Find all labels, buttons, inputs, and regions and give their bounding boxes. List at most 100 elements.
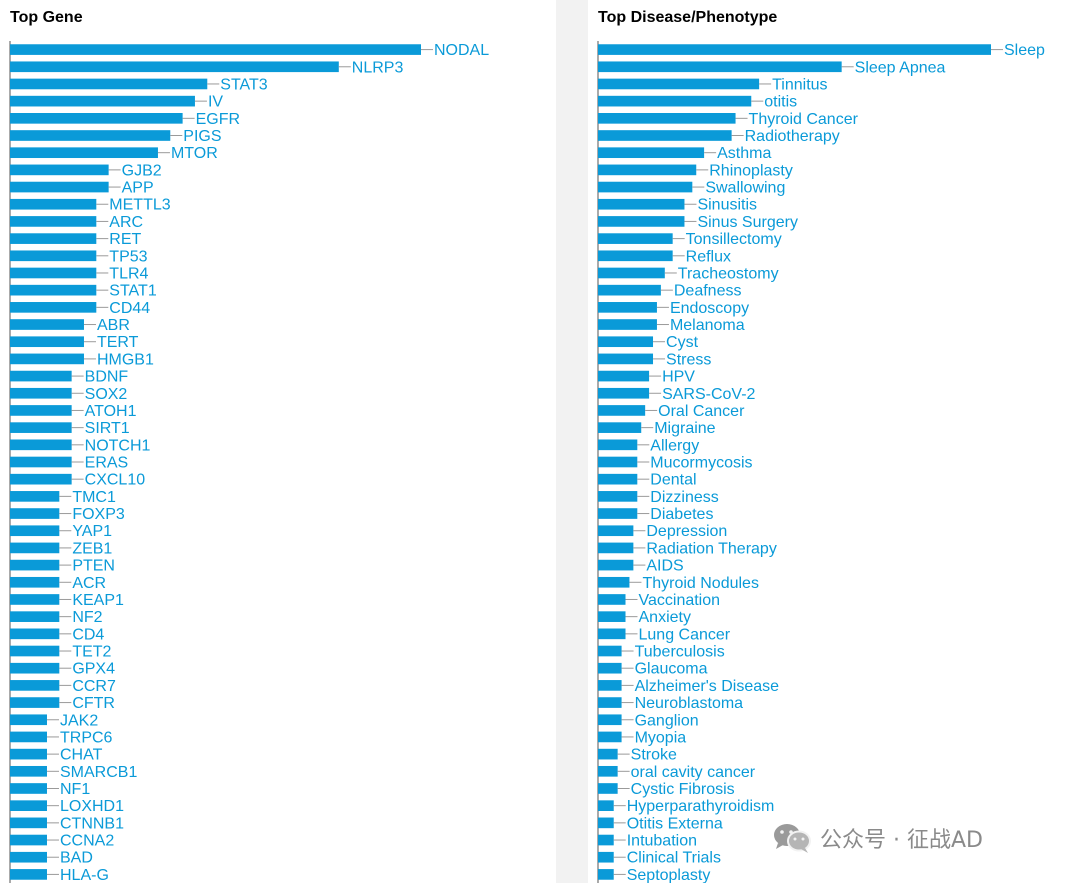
gene-bar (10, 559, 60, 571)
disease-bar (598, 714, 622, 726)
gene-category-label: HMGB1 (97, 351, 154, 368)
disease-category-label: Melanoma (670, 317, 745, 334)
gene-category-label: TLR4 (109, 265, 148, 282)
gene-category-label: MTOR (171, 145, 218, 162)
disease-bar (598, 628, 626, 640)
disease-category-label: Tinnitus (772, 76, 827, 93)
disease-chart-title: Top Disease/Phenotype (598, 9, 778, 26)
gene-category-label: STAT1 (109, 283, 157, 300)
gene-bar (10, 61, 339, 73)
disease-bar (598, 525, 634, 537)
disease-category-label: Myopia (635, 729, 687, 746)
disease-category-label: Otitis Externa (627, 815, 723, 832)
gene-bar (10, 267, 97, 279)
gene-category-label: CHAT (60, 747, 103, 764)
gene-category-label: TET2 (72, 644, 111, 661)
disease-category-label: Migraine (654, 420, 715, 437)
disease-category-label: Cystic Fibrosis (631, 781, 735, 798)
gene-bar (10, 422, 72, 433)
gene-bar (10, 783, 47, 794)
gene-bar (10, 250, 97, 262)
disease-bar (598, 559, 634, 571)
disease-bar (598, 405, 646, 416)
disease-category-label: Radiotherapy (745, 128, 840, 145)
gene-category-label: CCNA2 (60, 833, 114, 850)
gene-category-label: SOX2 (85, 386, 128, 403)
gene-bar (10, 95, 195, 107)
gene-category-label: EGFR (196, 111, 240, 128)
gene-bar (10, 44, 421, 55)
disease-bar (598, 95, 752, 107)
disease-category-label: SARS-CoV-2 (662, 386, 755, 403)
disease-bar (598, 61, 842, 73)
disease-category-label: Swallowing (705, 180, 785, 197)
gene-category-label: NODAL (434, 42, 489, 59)
gene-bar (10, 834, 47, 846)
gene-bar (10, 353, 84, 365)
gene-category-label: HLA-G (60, 867, 109, 883)
gene-category-label: CFTR (72, 695, 115, 712)
disease-bar (598, 302, 657, 313)
gene-bar (10, 542, 60, 554)
watermark-text: 公众号 · 征战AD (820, 828, 983, 853)
disease-bar (598, 439, 638, 451)
gene-bar (10, 662, 60, 674)
gene-chart-panel: Top Gene NODAL NLRP3 STAT3 IV EGFR PIGS MTOR GJ… (0, 0, 556, 883)
disease-category-label: AIDS (646, 558, 683, 575)
gene-category-label: ATOH1 (85, 403, 137, 420)
gene-bar (10, 765, 47, 777)
gene-category-label: ACR (72, 575, 106, 592)
gene-bar (10, 302, 97, 313)
disease-bar (598, 130, 732, 141)
gene-bar (10, 405, 72, 416)
gene-category-label: RET (109, 231, 141, 248)
gene-category-label: ERAS (85, 455, 129, 472)
gene-chart-title: Top Gene (10, 9, 83, 26)
gene-category-label: JAK2 (60, 712, 98, 729)
gene-bar (10, 198, 97, 210)
gene-bar (10, 628, 60, 640)
gene-bar (10, 508, 60, 519)
disease-category-label: Tracheostomy (678, 265, 779, 282)
gene-bar (10, 113, 183, 124)
gene-category-label: TP53 (109, 248, 147, 265)
disease-category-label: Sleep (1004, 42, 1045, 59)
gene-category-label: SMARCB1 (60, 764, 137, 781)
gene-bar (10, 78, 208, 90)
disease-category-label: Radiation Therapy (646, 540, 776, 557)
disease-chart-panel: Top Disease/Phenotype Sleep Sleep Apnea Ti… (588, 0, 1080, 883)
disease-bar (598, 44, 991, 55)
disease-bar (598, 869, 614, 880)
disease-category-label: Intubation (627, 833, 697, 850)
gene-category-label: NF1 (60, 781, 90, 798)
disease-category-label: Thyroid Nodules (642, 575, 759, 592)
gene-bar (10, 319, 84, 330)
disease-bar (598, 370, 650, 382)
disease-bar (598, 697, 622, 708)
disease-category-label: Septoplasty (627, 867, 711, 883)
gene-bar (10, 370, 72, 382)
disease-category-label: oral cavity cancer (631, 764, 756, 781)
disease-category-label: Tonsillectomy (686, 231, 782, 248)
gene-bar (10, 473, 72, 485)
wechat-icon (772, 822, 812, 854)
gene-bar (10, 680, 60, 691)
gene-bar (10, 817, 47, 829)
disease-category-label: HPV (662, 369, 695, 386)
disease-bar (598, 576, 630, 588)
disease-category-label: Ganglion (635, 712, 699, 729)
disease-category-label: Hyperparathyroidism (627, 798, 775, 815)
gene-bar (10, 233, 97, 244)
disease-category-label: Thyroid Cancer (749, 111, 859, 128)
disease-category-label: Rhinoplasty (709, 162, 793, 179)
gene-bar (10, 576, 60, 588)
gene-bar (10, 456, 72, 468)
disease-category-label: Sleep Apnea (855, 59, 946, 76)
disease-category-label: Dental (650, 472, 696, 489)
gene-category-label: CD44 (109, 300, 150, 317)
disease-category-label: Clinical Trials (627, 850, 721, 867)
gene-category-label: TMC1 (72, 489, 116, 506)
disease-category-label: Oral Cancer (658, 403, 745, 420)
disease-category-label: Vaccination (639, 592, 721, 609)
